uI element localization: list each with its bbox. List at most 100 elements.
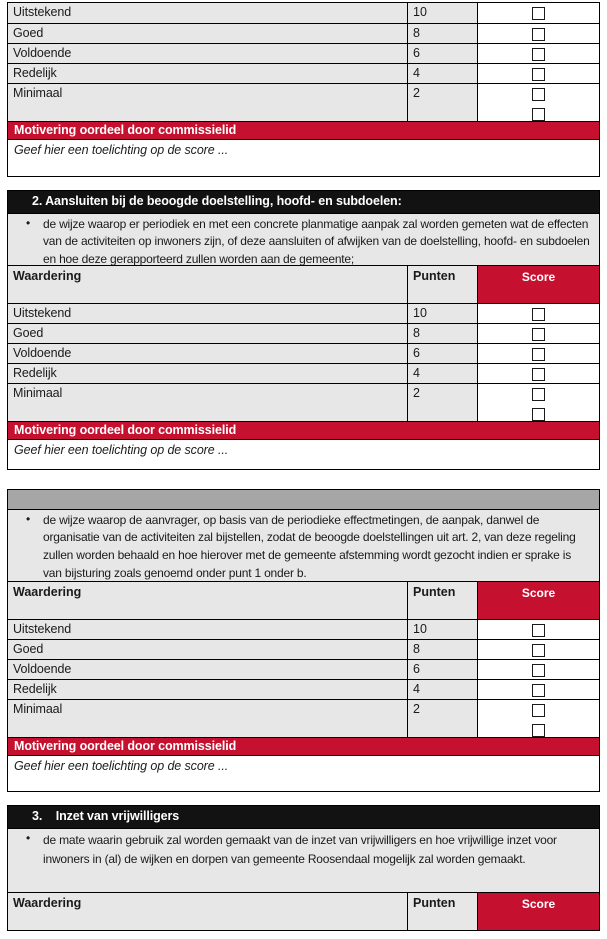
motivation-header: Motivering oordeel door commissielid <box>8 121 599 139</box>
criterion-description: • de wijze waarop de aanvrager, op basis… <box>8 508 599 581</box>
rating-points: 4 <box>408 64 478 83</box>
rating-points: 2 <box>408 84 478 121</box>
rating-points: 10 <box>408 3 478 23</box>
score-cell <box>478 44 599 63</box>
document-page: Uitstekend 10 Goed 8 Voldoende 6 Redelij… <box>7 2 600 931</box>
rating-row-minimaal: Minimaal 2 <box>8 698 599 737</box>
header-score: Score <box>478 892 599 930</box>
rating-points: 6 <box>408 44 478 63</box>
criterion-description-text: de wijze waarop de aanvrager, op basis v… <box>43 512 576 581</box>
rating-points: 4 <box>408 363 478 383</box>
score-cell <box>478 699 599 737</box>
rating-row-minimaal: Minimaal 2 <box>8 382 599 421</box>
score-checkbox[interactable] <box>532 663 545 677</box>
rating-table-criterion-1: Uitstekend 10 Goed 8 Voldoende 6 Redelij… <box>7 2 600 177</box>
section-title-bar-empty <box>8 489 599 509</box>
score-cell <box>478 84 599 121</box>
rating-row-redelijk: Redelijk 4 <box>8 63 599 83</box>
criterion-description-text: de wijze waarop er periodiek en met een … <box>43 216 590 265</box>
rating-label: Minimaal <box>8 699 408 737</box>
rating-row-goed: Goed 8 <box>8 23 599 43</box>
motivation-header: Motivering oordeel door commissielid <box>8 736 599 755</box>
rating-row-redelijk: Redelijk 4 <box>8 678 599 699</box>
score-checkbox[interactable] <box>532 643 545 657</box>
motivation-input-area[interactable]: Geef hier een toelichting op de score ..… <box>8 438 599 469</box>
rating-label: Redelijk <box>8 679 408 699</box>
rating-label: Goed <box>8 323 408 343</box>
score-checkbox[interactable] <box>532 387 545 401</box>
criterion-description-text: de mate waarin gebruik zal worden gemaak… <box>43 832 557 866</box>
rating-header-row: Waardering Punten Score <box>8 264 599 303</box>
rating-table-criterion-2b: • de wijze waarop de aanvrager, op basis… <box>7 488 600 792</box>
rating-row-minimaal: Minimaal 2 <box>8 83 599 121</box>
section-title-bar: 3. Inzet van vrijwilligers <box>8 805 599 828</box>
score-checkbox[interactable] <box>532 7 545 20</box>
motivation-input-area[interactable]: Geef hier een toelichting op de score ..… <box>8 754 599 791</box>
score-checkbox[interactable] <box>532 407 545 421</box>
rating-label: Voldoende <box>8 44 408 63</box>
rating-label: Voldoende <box>8 343 408 363</box>
score-cell <box>478 343 599 363</box>
rating-table-criterion-2: 2. Aansluiten bij de beoogde doelstellin… <box>7 189 600 470</box>
rating-label: Minimaal <box>8 383 408 421</box>
rating-label: Uitstekend <box>8 303 408 323</box>
score-cell <box>478 3 599 23</box>
score-checkbox[interactable] <box>532 68 545 81</box>
rating-points: 10 <box>408 619 478 639</box>
score-cell <box>478 383 599 421</box>
rating-table-criterion-3: 3. Inzet van vrijwilligers • de mate waa… <box>7 804 600 931</box>
rating-label: Voldoende <box>8 659 408 679</box>
score-cell <box>478 24 599 43</box>
rating-points: 2 <box>408 383 478 421</box>
score-checkbox[interactable] <box>532 28 545 41</box>
header-punten: Punten <box>408 265 478 303</box>
criterion-description: • de wijze waarop er periodiek en met ee… <box>8 212 599 265</box>
rating-row-voldoende: Voldoende 6 <box>8 658 599 679</box>
score-checkbox[interactable] <box>532 703 545 717</box>
score-checkbox[interactable] <box>532 623 545 637</box>
motivation-input-area[interactable]: Geef hier een toelichting op de score ..… <box>8 139 599 176</box>
score-checkbox[interactable] <box>532 367 545 381</box>
rating-row-uitstekend: Uitstekend 10 <box>8 302 599 323</box>
rating-points: 6 <box>408 659 478 679</box>
rating-label: Goed <box>8 24 408 43</box>
score-checkbox[interactable] <box>532 48 545 61</box>
score-cell <box>478 639 599 659</box>
header-waardering: Waardering <box>8 581 408 619</box>
score-cell <box>478 303 599 323</box>
rating-row-goed: Goed 8 <box>8 322 599 343</box>
score-checkbox[interactable] <box>532 683 545 697</box>
score-checkbox[interactable] <box>532 307 545 321</box>
header-score: Score <box>478 265 599 303</box>
rating-header-row: Waardering Punten Score <box>8 580 599 619</box>
score-cell <box>478 659 599 679</box>
bullet-icon: • <box>26 830 31 845</box>
rating-label: Uitstekend <box>8 3 408 23</box>
criterion-description: • de mate waarin gebruik zal worden gema… <box>8 827 599 892</box>
rating-row-uitstekend: Uitstekend 10 <box>8 3 599 23</box>
score-checkbox[interactable] <box>532 347 545 361</box>
score-cell <box>478 363 599 383</box>
rating-label: Redelijk <box>8 363 408 383</box>
score-cell <box>478 619 599 639</box>
rating-row-goed: Goed 8 <box>8 638 599 659</box>
rating-header-row: Waardering Punten Score <box>8 891 599 930</box>
score-checkbox[interactable] <box>532 88 545 101</box>
rating-points: 10 <box>408 303 478 323</box>
rating-points: 6 <box>408 343 478 363</box>
header-score: Score <box>478 581 599 619</box>
rating-points: 4 <box>408 679 478 699</box>
score-checkbox[interactable] <box>532 327 545 341</box>
rating-row-voldoende: Voldoende 6 <box>8 43 599 63</box>
rating-points: 8 <box>408 323 478 343</box>
header-waardering: Waardering <box>8 892 408 930</box>
header-punten: Punten <box>408 892 478 930</box>
score-checkbox[interactable] <box>532 108 545 121</box>
rating-row-redelijk: Redelijk 4 <box>8 362 599 383</box>
rating-points: 8 <box>408 24 478 43</box>
rating-row-voldoende: Voldoende 6 <box>8 342 599 363</box>
rating-label: Minimaal <box>8 84 408 121</box>
rating-label: Goed <box>8 639 408 659</box>
score-cell <box>478 323 599 343</box>
score-checkbox[interactable] <box>532 723 545 737</box>
